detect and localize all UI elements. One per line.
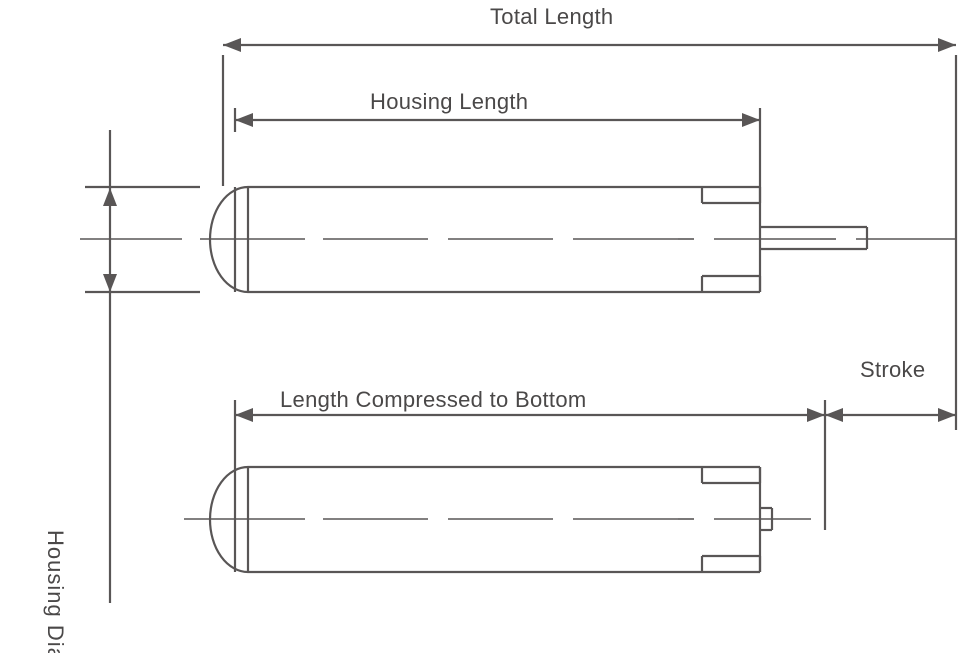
housing-diameter-label: Housing Diameter [43,530,68,653]
polygon-mark [103,274,117,292]
polygon-mark [223,38,241,52]
polygon-mark [235,113,253,127]
polygon-mark [235,408,253,422]
polygon-mark [742,113,760,127]
polygon-mark [103,188,117,206]
text-mark: Housing Length [370,89,528,114]
text-mark: Length Compressed to Bottom [280,387,587,412]
text-mark: Total Length [490,4,613,29]
polygon-mark [825,408,843,422]
polygon-mark [807,408,825,422]
technical-drawing: Total Length Housing Length Length Compres… [0,0,970,653]
text-mark: Stroke [860,357,925,382]
polygon-mark [938,408,956,422]
polygon-mark [938,38,956,52]
